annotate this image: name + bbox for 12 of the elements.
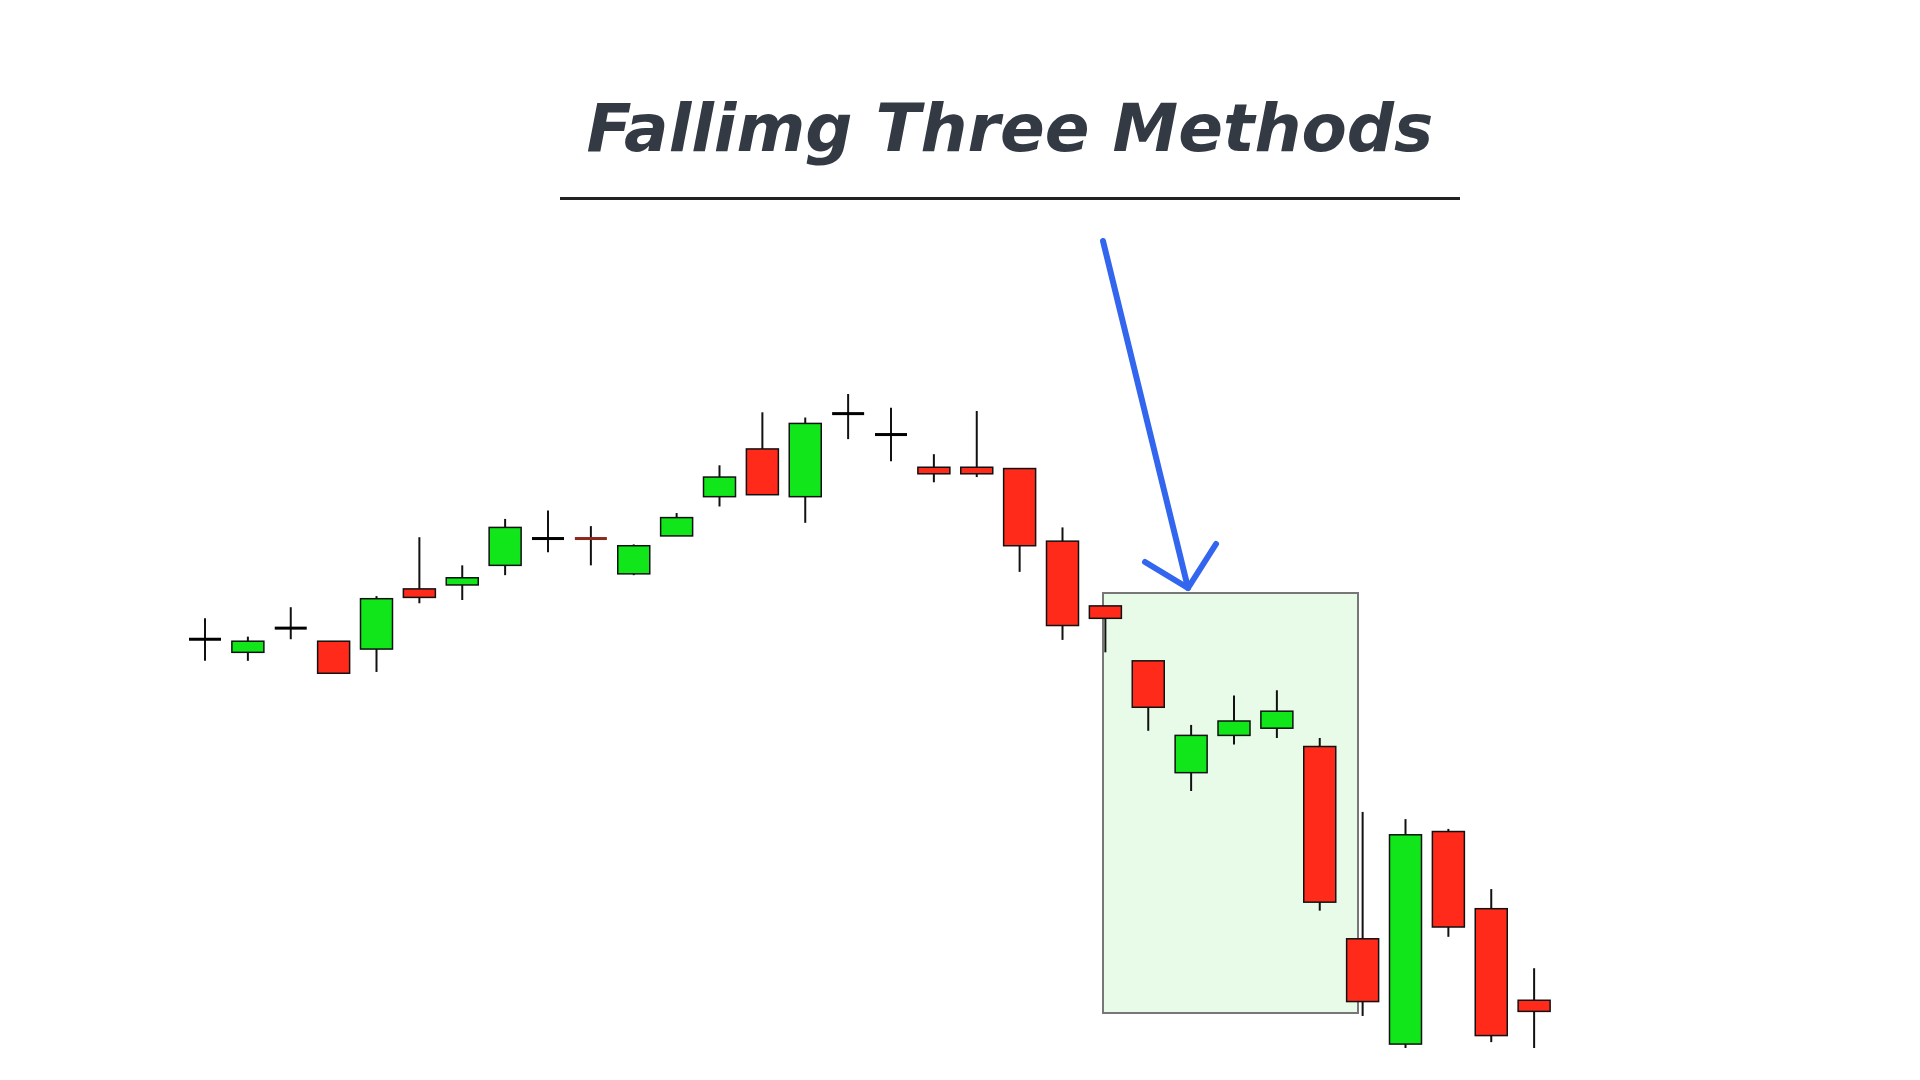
candlestick bbox=[917, 453, 951, 484]
candlestick bbox=[574, 525, 607, 567]
candlestick bbox=[274, 606, 307, 641]
candlestick bbox=[875, 406, 907, 463]
candlestick bbox=[960, 410, 994, 479]
candlestick bbox=[532, 509, 564, 554]
candlestick bbox=[445, 564, 479, 602]
chart-title: Fallimg Three Methods bbox=[560, 90, 1460, 200]
candlestick bbox=[189, 617, 221, 662]
candlestick bbox=[832, 393, 865, 441]
candlestick bbox=[1517, 967, 1551, 1049]
candlestick bbox=[402, 536, 437, 605]
